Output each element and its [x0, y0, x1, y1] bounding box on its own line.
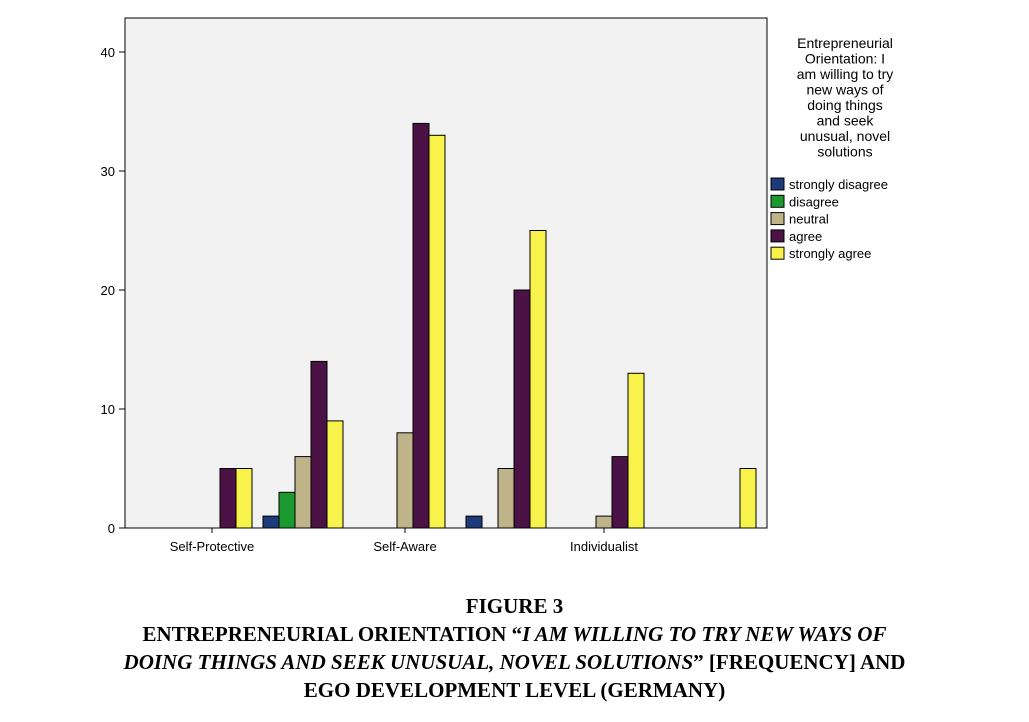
bar-strongly-agree-4: [627, 372, 645, 529]
bar-agree-1: [310, 360, 328, 529]
y-tick-label: 20: [101, 283, 115, 298]
legend-label: neutral: [789, 212, 829, 227]
caption-line-3: DOING THINGS AND SEEK UNUSUAL, NOVEL SOL…: [123, 650, 906, 674]
bar-strongly-agree-5: [739, 468, 757, 529]
plot-area: [124, 17, 768, 529]
x-category-labels: Self-Protective Self-Aware Individualist: [170, 528, 638, 554]
legend-label: strongly disagree: [789, 177, 888, 192]
bar-strongly-disagree-1: [262, 515, 280, 529]
bar-agree-3: [513, 289, 531, 529]
legend-title-line: am willing to try: [797, 66, 893, 82]
bars: [219, 122, 757, 529]
x-category-label: Individualist: [570, 539, 638, 554]
legend-title-line: new ways of: [806, 82, 883, 98]
caption-line-2: ENTREPRENEURIAL ORIENTATION “I AM WILLIN…: [142, 622, 887, 646]
legend-title-line: solutions: [817, 144, 872, 160]
bar-agree-4: [611, 456, 629, 529]
legend-swatch: [770, 246, 785, 260]
bar-agree-0: [219, 468, 237, 529]
legend-label: agree: [789, 229, 822, 244]
bar-strongly-agree-0: [235, 468, 253, 529]
legend-swatch: [770, 212, 785, 226]
legend-title-line: Entrepreneurial: [797, 35, 893, 51]
bar-neutral-1: [294, 456, 312, 529]
y-tick-label: 10: [101, 402, 115, 417]
bar-agree-2: [412, 122, 430, 529]
x-category-label: Self-Aware: [373, 539, 436, 554]
bar-neutral-2: [396, 432, 414, 529]
legend-label: strongly agree: [789, 246, 871, 261]
legend-swatch: [770, 229, 785, 243]
legend-title-line: doing things: [807, 97, 883, 113]
bar-neutral-3: [497, 468, 515, 529]
figure-number: FIGURE 3: [465, 594, 564, 618]
legend-swatch: [770, 177, 785, 191]
legend-swatch: [770, 194, 785, 208]
bar-disagree-1: [278, 491, 296, 529]
bar-chart: 0 10 20 30 40 Self-Protective Self-Aware Indiv…: [101, 17, 893, 554]
y-tick-label: 40: [101, 45, 115, 60]
figure-caption: FIGURE 3 ENTREPRENEURIAL ORIENTATION “I …: [20, 592, 1009, 704]
y-tick-label: 0: [108, 521, 115, 536]
bar-neutral-4: [595, 515, 613, 529]
legend-title-line: unusual, novel: [800, 128, 890, 144]
legend-title-line: and seek: [817, 113, 875, 129]
legend-title-line: Orientation: I: [805, 51, 885, 67]
caption-line-4: EGO DEVELOPMENT LEVEL (GERMANY): [303, 678, 726, 702]
bar-strongly-agree-3: [529, 230, 547, 529]
y-ticks: 0 10 20 30 40: [101, 45, 125, 536]
x-category-label: Self-Protective: [170, 539, 255, 554]
bar-strongly-disagree-3: [465, 515, 483, 529]
bar-strongly-agree-2: [428, 134, 446, 529]
legend-label: disagree: [789, 194, 839, 209]
bar-strongly-agree-1: [326, 420, 344, 529]
y-tick-label: 30: [101, 164, 115, 179]
